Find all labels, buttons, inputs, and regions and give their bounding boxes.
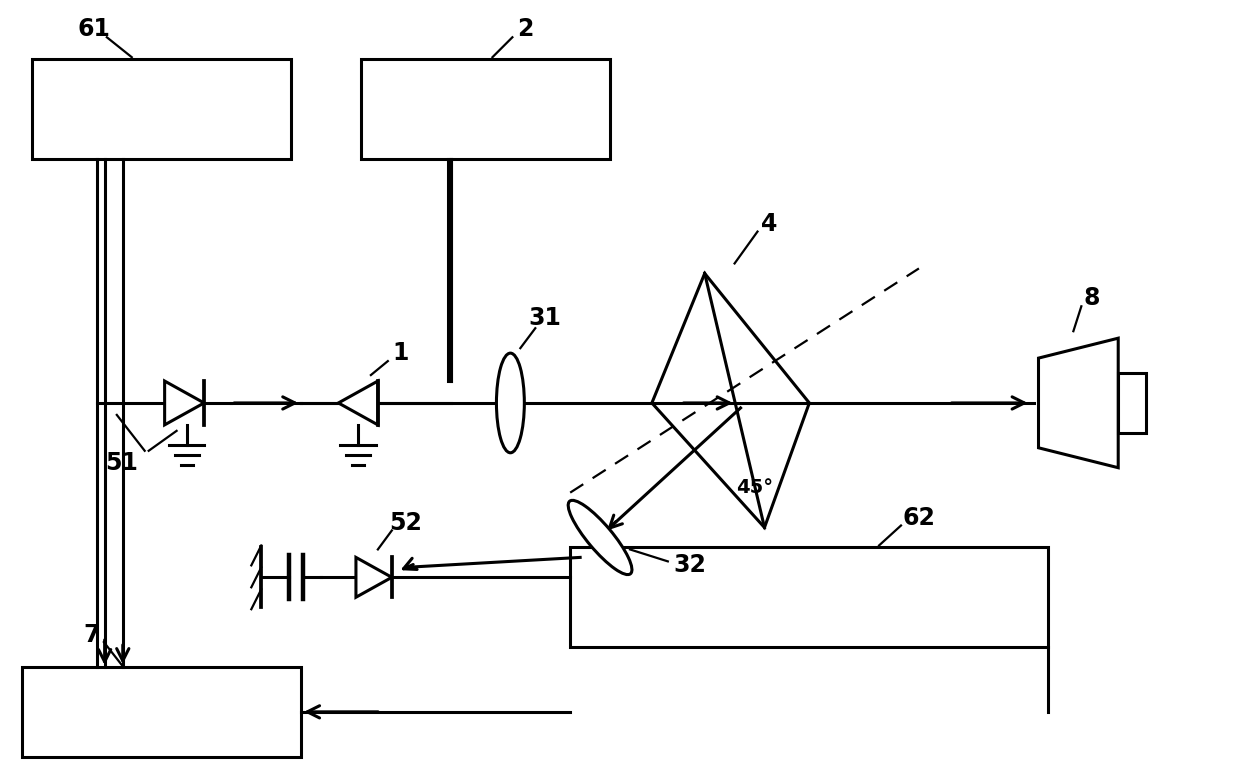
- Text: 4: 4: [761, 212, 777, 236]
- Polygon shape: [1039, 338, 1118, 468]
- Text: 7: 7: [83, 623, 100, 647]
- Text: 52: 52: [389, 510, 422, 534]
- Text: 51: 51: [105, 450, 138, 475]
- Text: 32: 32: [673, 553, 707, 577]
- Bar: [22, 667, 301, 757]
- Text: 62: 62: [903, 506, 935, 530]
- Text: 31: 31: [528, 307, 562, 330]
- Bar: [361, 59, 610, 159]
- Text: 2: 2: [517, 17, 533, 41]
- Polygon shape: [165, 381, 205, 425]
- Text: 61: 61: [77, 17, 110, 41]
- Ellipse shape: [496, 353, 525, 453]
- Text: 45°: 45°: [737, 478, 773, 497]
- Bar: [32, 59, 291, 159]
- Polygon shape: [356, 557, 392, 598]
- Ellipse shape: [568, 500, 632, 575]
- Text: 8: 8: [1083, 286, 1100, 310]
- Text: 1: 1: [393, 341, 409, 365]
- Polygon shape: [339, 381, 378, 425]
- Polygon shape: [652, 273, 810, 527]
- Bar: [1118, 373, 1146, 433]
- Bar: [570, 548, 1049, 647]
